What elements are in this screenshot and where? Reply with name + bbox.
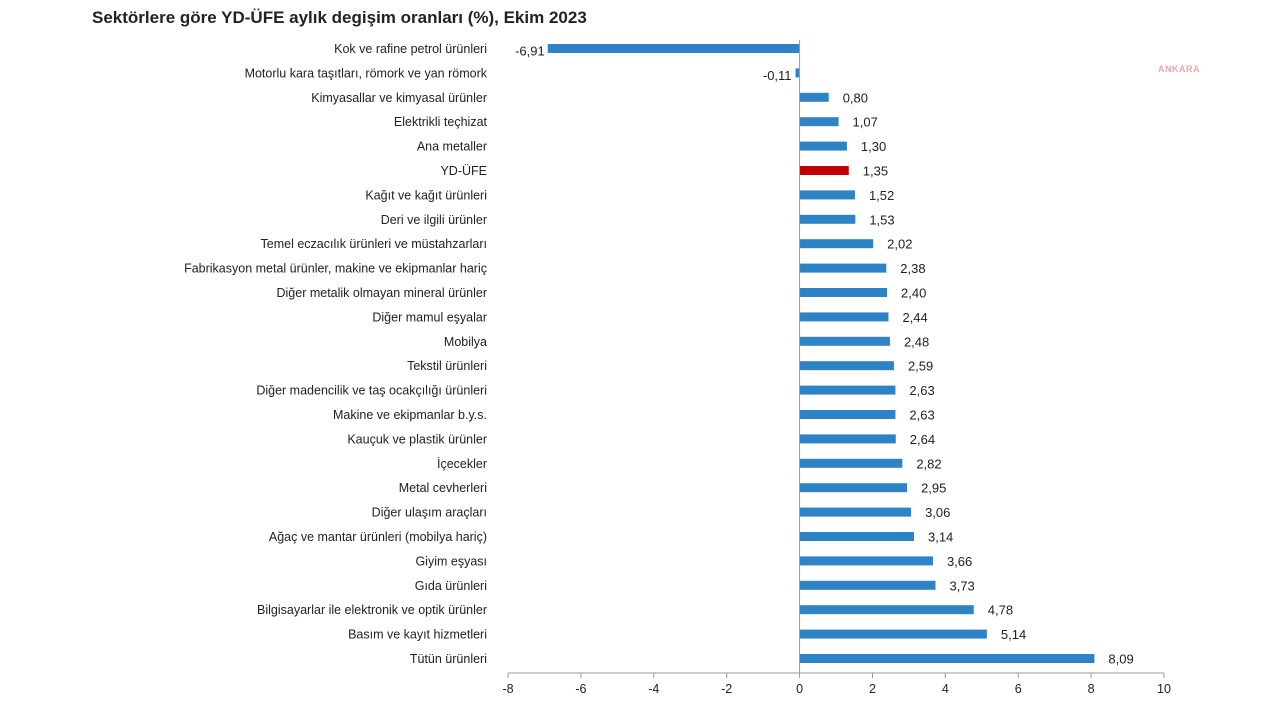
category-label-24: Basım ve kayıt hizmetleri <box>348 628 487 642</box>
bar-12 <box>799 336 890 346</box>
bar-19 <box>799 507 912 517</box>
bar-5 <box>799 166 849 175</box>
bar-15 <box>799 410 896 419</box>
value-label-14: 2,63 <box>909 383 934 398</box>
value-label-18: 2,95 <box>921 481 946 496</box>
category-label-12: Mobilya <box>444 335 487 349</box>
value-label-1: -0,11 <box>763 68 792 83</box>
category-label-19: Diğer ulaşım araçları <box>372 506 487 520</box>
value-label-11: 2,44 <box>902 310 927 325</box>
category-label-22: Gıda ürünleri <box>415 579 487 593</box>
bar-16 <box>799 434 896 444</box>
category-label-4: Ana metaller <box>417 140 487 154</box>
category-label-11: Diğer mamul eşyalar <box>372 310 487 324</box>
value-label-12: 2,48 <box>904 334 929 349</box>
bar-18 <box>799 483 908 493</box>
category-label-17: İçecekler <box>437 457 487 471</box>
category-label-0: Kok ve rafine petrol ürünleri <box>334 42 487 56</box>
category-label-1: Motorlu kara taşıtları, römork ve yan rö… <box>245 66 488 80</box>
bar-14 <box>799 385 896 395</box>
category-label-6: Kağıt ve kağıt ürünleri <box>365 188 487 202</box>
bar-23 <box>799 605 974 615</box>
bar-17 <box>799 458 903 468</box>
category-label-16: Kauçuk ve plastik ürünler <box>347 432 487 446</box>
x-tick-label-8: 8 <box>1088 682 1095 696</box>
value-label-16: 2,64 <box>910 432 935 447</box>
value-label-0: -6,91 <box>515 44 545 59</box>
value-label-21: 3,66 <box>947 554 972 569</box>
category-label-18: Metal cevherleri <box>399 481 487 495</box>
x-tick-label-9: 10 <box>1157 682 1171 696</box>
category-label-23: Bilgisayarlar ile elektronik ve optik ür… <box>257 603 487 617</box>
category-label-10: Diğer metalik olmayan mineral ürünler <box>277 286 488 300</box>
watermark-logo: ANKARA <box>1158 64 1200 74</box>
bar-4 <box>799 141 847 151</box>
value-label-3: 1,07 <box>853 115 878 130</box>
bar-9 <box>799 263 887 273</box>
bar-6 <box>799 190 855 200</box>
category-label-7: Deri ve ilgili ürünler <box>381 213 487 227</box>
value-label-9: 2,38 <box>900 261 925 276</box>
value-label-5: 1,35 <box>863 164 888 179</box>
chart-title: Sektörlere göre YD-ÜFE aylık degişim ora… <box>92 8 587 27</box>
bar-8 <box>799 239 874 249</box>
x-tick-label-1: -6 <box>575 682 586 696</box>
value-label-4: 1,30 <box>861 139 886 154</box>
value-label-19: 3,06 <box>925 505 950 520</box>
category-label-21: Giyim eşyası <box>415 554 487 568</box>
bar-24 <box>799 629 987 639</box>
value-label-23: 4,78 <box>988 603 1013 618</box>
value-label-10: 2,40 <box>901 286 926 301</box>
value-label-17: 2,82 <box>916 456 941 471</box>
x-tick-label-4: 0 <box>796 682 803 696</box>
x-tick-label-6: 4 <box>942 682 949 696</box>
x-tick-label-5: 2 <box>869 682 876 696</box>
bar-7 <box>799 214 856 224</box>
value-label-22: 3,73 <box>949 578 974 593</box>
value-label-20: 3,14 <box>928 530 953 545</box>
category-label-2: Kimyasallar ve kimyasal ürünler <box>311 91 487 105</box>
category-label-20: Ağaç ve mantar ürünleri (mobilya hariç) <box>269 530 487 544</box>
value-label-7: 1,53 <box>869 212 894 227</box>
x-tick-label-7: 6 <box>1015 682 1022 696</box>
category-label-9: Fabrikasyon metal ürünler, makine ve eki… <box>184 262 487 276</box>
x-tick-label-2: -4 <box>648 682 659 696</box>
axis-layer <box>507 40 1165 678</box>
category-label-25: Tütün ürünleri <box>410 652 487 666</box>
bar-10 <box>799 288 888 297</box>
category-label-5: YD-ÜFE <box>440 164 487 178</box>
value-label-6: 1,52 <box>869 188 894 203</box>
value-label-15: 2,63 <box>909 408 934 423</box>
bar-2 <box>799 92 829 102</box>
bar-0 <box>547 44 800 53</box>
category-label-14: Diğer madencilik ve taş ocakçılığı ürünl… <box>256 384 487 398</box>
bar-1 <box>795 68 800 78</box>
bar-21 <box>799 556 933 566</box>
bar-13 <box>799 361 894 371</box>
bar-3 <box>799 117 839 127</box>
bar-20 <box>799 532 914 541</box>
category-label-15: Makine ve ekipmanlar b.y.s. <box>333 408 487 422</box>
bars-layer <box>547 44 1095 663</box>
category-label-8: Temel eczacılık ürünleri ve müstahzarlar… <box>261 237 487 251</box>
value-label-25: 8,09 <box>1108 652 1133 667</box>
x-tick-label-0: -8 <box>502 682 513 696</box>
value-label-8: 2,02 <box>887 237 912 252</box>
bar-22 <box>799 580 936 590</box>
category-label-3: Elektrikli teçhizat <box>394 115 488 129</box>
category-label-13: Tekstil ürünleri <box>407 359 487 373</box>
value-label-13: 2,59 <box>908 359 933 374</box>
value-label-2: 0,80 <box>843 90 868 105</box>
bar-11 <box>799 312 889 322</box>
bar-25 <box>799 654 1095 663</box>
x-tick-label-3: -2 <box>721 682 732 696</box>
value-label-24: 5,14 <box>1001 627 1026 642</box>
labels-layer: Kok ve rafine petrol ürünleri -6,91 Motorl… <box>184 42 1171 696</box>
